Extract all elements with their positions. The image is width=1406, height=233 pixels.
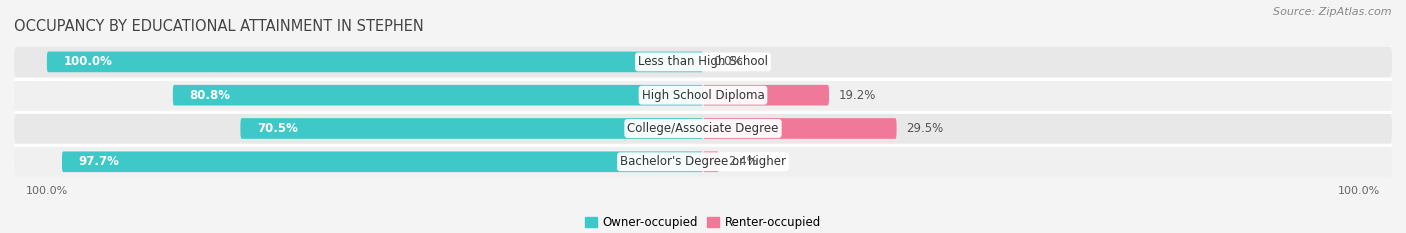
FancyBboxPatch shape bbox=[173, 85, 703, 106]
Text: OCCUPANCY BY EDUCATIONAL ATTAINMENT IN STEPHEN: OCCUPANCY BY EDUCATIONAL ATTAINMENT IN S… bbox=[14, 19, 423, 34]
Text: Less than High School: Less than High School bbox=[638, 55, 768, 69]
FancyBboxPatch shape bbox=[703, 85, 830, 106]
FancyBboxPatch shape bbox=[46, 51, 703, 72]
FancyBboxPatch shape bbox=[240, 118, 703, 139]
Text: Source: ZipAtlas.com: Source: ZipAtlas.com bbox=[1274, 7, 1392, 17]
FancyBboxPatch shape bbox=[14, 47, 1392, 77]
Text: 0.0%: 0.0% bbox=[713, 55, 742, 69]
Text: College/Associate Degree: College/Associate Degree bbox=[627, 122, 779, 135]
FancyBboxPatch shape bbox=[14, 147, 1392, 177]
FancyBboxPatch shape bbox=[62, 151, 703, 172]
Text: 29.5%: 29.5% bbox=[907, 122, 943, 135]
Text: 19.2%: 19.2% bbox=[839, 89, 876, 102]
Text: Bachelor's Degree or higher: Bachelor's Degree or higher bbox=[620, 155, 786, 168]
FancyBboxPatch shape bbox=[703, 151, 718, 172]
Text: High School Diploma: High School Diploma bbox=[641, 89, 765, 102]
Text: 70.5%: 70.5% bbox=[257, 122, 298, 135]
FancyBboxPatch shape bbox=[14, 80, 1392, 110]
Legend: Owner-occupied, Renter-occupied: Owner-occupied, Renter-occupied bbox=[585, 216, 821, 229]
Text: 80.8%: 80.8% bbox=[190, 89, 231, 102]
Text: 2.4%: 2.4% bbox=[728, 155, 758, 168]
FancyBboxPatch shape bbox=[14, 113, 1392, 144]
Text: 100.0%: 100.0% bbox=[63, 55, 112, 69]
FancyBboxPatch shape bbox=[703, 118, 897, 139]
Text: 97.7%: 97.7% bbox=[79, 155, 120, 168]
